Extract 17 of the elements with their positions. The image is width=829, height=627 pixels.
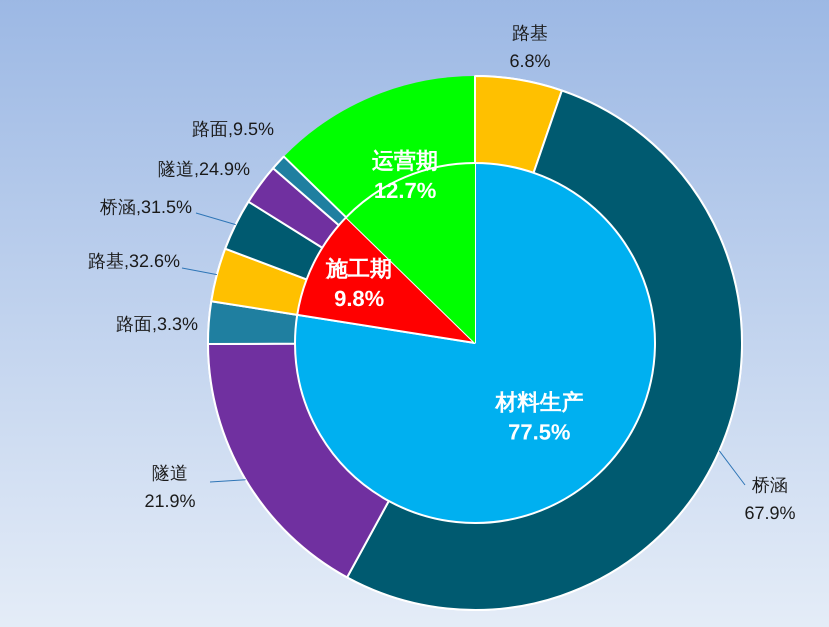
data-label: 6.8% xyxy=(509,50,551,71)
data-label: 12.7% xyxy=(374,178,436,204)
slice-label: 桥涵 xyxy=(751,474,788,495)
slice-label: 桥涵,31.5% xyxy=(98,196,192,217)
data-label: 21.9% xyxy=(144,490,196,511)
slice-label: 路基,32.6% xyxy=(88,250,180,271)
slice-label: 施工期 xyxy=(325,256,392,281)
slice-label: 隧道,24.9% xyxy=(158,158,250,179)
slice-label: 路基 xyxy=(512,22,548,43)
slice-label: 运营期 xyxy=(371,148,438,174)
slice-label: 路面,9.5% xyxy=(192,118,274,139)
slice-label: 隧道 xyxy=(152,462,188,483)
data-label: 77.5% xyxy=(508,419,570,444)
data-label: 67.9% xyxy=(744,502,796,523)
slice-label: 路面,3.3% xyxy=(116,314,198,334)
data-label: 9.8% xyxy=(334,286,384,311)
slice-label: 材料生产 xyxy=(494,389,584,414)
